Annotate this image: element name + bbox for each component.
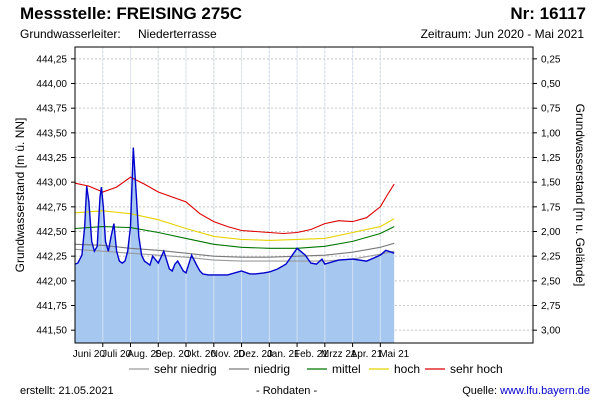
measured-fill bbox=[75, 147, 395, 343]
x-tick-label: Jan. 21 bbox=[267, 349, 300, 360]
aquifer-label: Grundwasserleiter: bbox=[20, 27, 121, 41]
x-tick-label: Juni 20 bbox=[73, 349, 106, 360]
raw-data-note: - Rohdaten - bbox=[256, 385, 318, 397]
source: Quelle: www.lfu.bayern.de bbox=[462, 385, 590, 397]
x-tick-label: Aug. 20 bbox=[127, 349, 162, 360]
series-line-measured bbox=[74, 147, 395, 276]
legend-label-hoch: hoch bbox=[394, 362, 420, 376]
x-tick-label: Mai 21 bbox=[379, 349, 409, 360]
legend-label-mittel: mittel bbox=[332, 362, 361, 376]
source-label: Quelle: bbox=[462, 385, 498, 397]
x-tick-label: Mrzz 21 bbox=[321, 349, 357, 360]
y-tick-label: 442,50 bbox=[36, 227, 67, 238]
y2-tick-label: 1,25 bbox=[541, 153, 561, 164]
y-tick-label: 442,00 bbox=[36, 276, 67, 287]
y-tick-label: 443,00 bbox=[36, 178, 67, 189]
y2-tick-label: 2,00 bbox=[541, 227, 561, 238]
x-tick-label: Nov. 20 bbox=[211, 349, 245, 360]
y-tick-label: 443,50 bbox=[36, 128, 67, 139]
y2-tick-label: 1,00 bbox=[541, 128, 561, 139]
y2-tick-label: 2,75 bbox=[541, 301, 561, 312]
y-axis-right-title: Grundwasserstand [m u. Gelände] bbox=[573, 104, 587, 287]
y-axis-left-title: Grundwasserstand [m ü. NN] bbox=[13, 118, 27, 273]
y-tick-label: 441,75 bbox=[36, 301, 67, 312]
legend-label-niedrig: niedrig bbox=[254, 362, 290, 376]
period-label: Zeitraum: Jun 2020 - Mai 2021 bbox=[420, 27, 584, 41]
aquifer-value: Niederterrasse bbox=[138, 27, 217, 41]
measured-area bbox=[75, 47, 395, 343]
y-tick-label: 441,50 bbox=[36, 326, 67, 337]
station-title: Messstelle: FREISING 275C bbox=[20, 4, 243, 23]
y-tick-label: 442,75 bbox=[36, 202, 67, 213]
y-tick-label: 443,75 bbox=[36, 104, 67, 115]
series-line-sehr-hoch bbox=[74, 176, 395, 235]
y2-tick-label: 3,00 bbox=[541, 326, 561, 337]
y2-tick-label: 2,50 bbox=[541, 276, 561, 287]
y-axis-right-ticks: 0,25 0,50 0,75 1,00 1,25 1,50 1,75 2,00 2,25 2,50… bbox=[533, 54, 561, 337]
series-line-niedrig bbox=[74, 242, 395, 258]
x-tick-label: Feb. 21 bbox=[294, 349, 328, 360]
created-date: erstellt: 21.05.2021 bbox=[20, 385, 114, 397]
y-tick-label: 442,25 bbox=[36, 252, 67, 263]
x-tick-label: Juli 20 bbox=[102, 349, 131, 360]
legend: sehr niedrig niedrig mittel hoch sehr hoch bbox=[129, 362, 503, 376]
y2-tick-label: 0,25 bbox=[541, 54, 561, 65]
y-tick-label: 443,25 bbox=[36, 153, 67, 164]
y2-tick-label: 1,75 bbox=[541, 202, 561, 213]
source-link[interactable]: www.lfu.bayern.de bbox=[500, 385, 590, 397]
y2-tick-label: 2,25 bbox=[541, 252, 561, 263]
y2-tick-label: 0,50 bbox=[541, 79, 561, 90]
y2-tick-label: 0,75 bbox=[541, 104, 561, 115]
x-tick-label: Sep. 20 bbox=[155, 349, 190, 360]
legend-label-sehr-hoch: sehr hoch bbox=[450, 362, 503, 376]
y-tick-label: 444,00 bbox=[36, 79, 67, 90]
plot-frame bbox=[74, 46, 534, 344]
x-tick-label: Okt. 20 bbox=[184, 349, 217, 360]
station-number: Nr: 16117 bbox=[510, 4, 586, 23]
y2-tick-label: 1,50 bbox=[541, 178, 561, 189]
legend-label-sehr-niedrig: sehr niedrig bbox=[154, 362, 217, 376]
x-tick-label: Apr. 21 bbox=[351, 349, 383, 360]
x-tick-label: Dez. 20 bbox=[238, 349, 273, 360]
series-lines bbox=[74, 147, 395, 276]
y-axis-left-ticks: 444,25 444,00 443,75 443,50 443,25 443,00 442,… bbox=[36, 54, 75, 337]
y-tick-label: 444,25 bbox=[36, 54, 67, 65]
